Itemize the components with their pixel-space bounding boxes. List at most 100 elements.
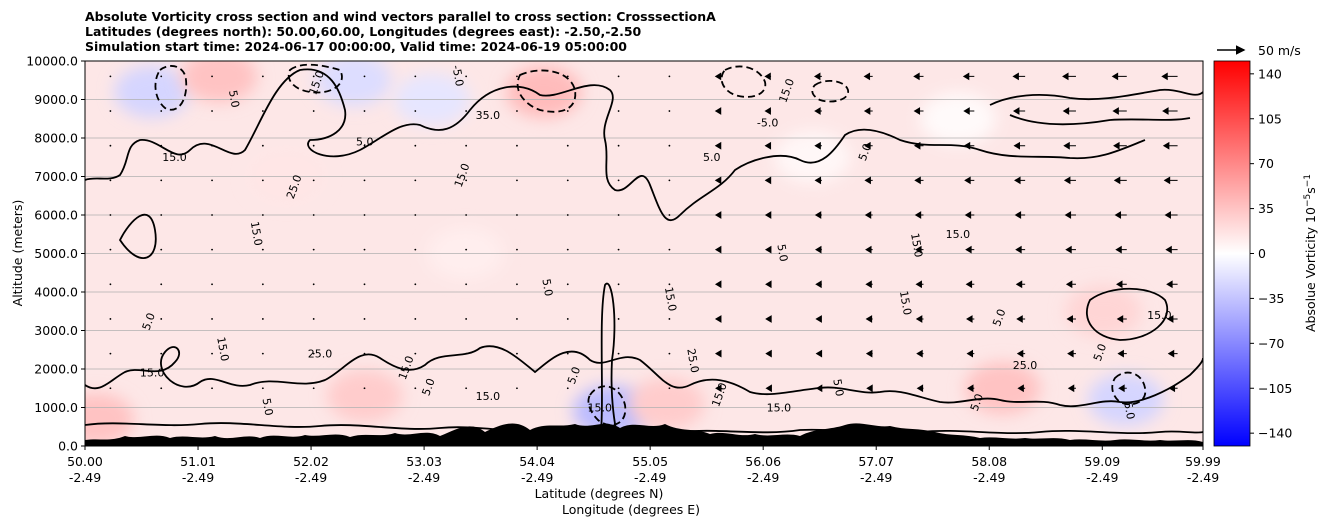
- wind-vector: [714, 72, 722, 81]
- vorticity-cell: [1065, 285, 1142, 338]
- wind-vector: [516, 179, 518, 182]
- wind-vector: [363, 214, 366, 216]
- chart-title-line-2: Latitudes (degrees north): 50.00,60.00, …: [85, 24, 642, 39]
- wind-vector: [815, 349, 823, 358]
- wind-vector: [715, 384, 722, 393]
- contour-label: 15.0: [476, 390, 501, 403]
- wind-vector: [1161, 72, 1178, 81]
- vorticity-cell: [315, 61, 392, 107]
- wind-vector: [363, 248, 366, 251]
- wind-vector: [160, 387, 163, 390]
- contour-label: 5.0: [1121, 401, 1137, 420]
- x-axis-label-line-2: Longitude (degrees E): [562, 502, 700, 517]
- wind-vector: [312, 179, 315, 182]
- wind-vector: [714, 141, 722, 150]
- wind-vector: [1012, 72, 1026, 81]
- y-tick-label: 10000.0: [26, 54, 78, 69]
- contour-label: 5.0: [703, 151, 721, 164]
- contour-label: 15.0: [162, 151, 187, 164]
- wind-vector: [714, 176, 722, 185]
- wind-vector: [211, 75, 213, 78]
- wind-vector: [617, 352, 620, 355]
- wind-vector: [363, 387, 366, 390]
- vorticity-cell: [326, 369, 403, 422]
- contour-label: -5.0: [757, 116, 778, 129]
- wind-vector: [764, 245, 772, 254]
- x-tick-label-lat: 57.07: [858, 454, 894, 469]
- wind-vector: [668, 144, 671, 147]
- wind-vector: [1067, 349, 1076, 358]
- wind-vector: [814, 107, 822, 115]
- x-tick-label-lat: 56.06: [745, 454, 781, 469]
- vorticity-cell: [774, 131, 851, 184]
- wind-vector: [363, 110, 366, 112]
- wind-vector: [1112, 107, 1127, 115]
- x-tick-label-lon: -2.49: [973, 470, 1005, 485]
- y-axis-label: Altitude (meters): [10, 200, 25, 307]
- contour-line: [599, 282, 621, 446]
- contour-label: 5.0: [830, 378, 846, 397]
- contour-line: [154, 65, 188, 111]
- wind-vector: [865, 315, 873, 323]
- wind-vector: [414, 387, 417, 390]
- wind-vector: [1113, 141, 1127, 150]
- contour-label: 15.0: [588, 401, 613, 414]
- x-tick-label-lat: 54.04: [519, 454, 555, 469]
- wind-vector: [1014, 176, 1026, 185]
- wind-vector: [1162, 107, 1178, 115]
- wind-vector: [813, 72, 822, 81]
- wind-vector: [815, 384, 823, 393]
- wind-vector: [261, 110, 264, 112]
- wind-vector: [1167, 349, 1178, 358]
- wind-vector: [312, 352, 315, 355]
- wind-vector: [109, 144, 112, 147]
- wind-vector: [913, 72, 924, 81]
- wind-vector: [160, 248, 163, 251]
- colorbar-label: Absolue Vorticity 10−5s−1: [1303, 174, 1318, 332]
- contour-label: 5.0: [260, 397, 276, 416]
- wind-vector: [714, 315, 722, 323]
- wind-vector: [965, 280, 975, 289]
- vorticity-cell: [85, 393, 135, 446]
- wind-vector: [465, 248, 468, 251]
- wind-vector: [465, 214, 468, 216]
- x-axis: 50.00-2.4951.01-2.4952.02-2.4953.03-2.49…: [67, 446, 1221, 485]
- contour-label: 25.0: [684, 347, 701, 373]
- contour-line: [1085, 287, 1168, 341]
- wind-vector: [1065, 280, 1076, 289]
- x-tick-label-lat: 51.01: [180, 454, 216, 469]
- wind-vector: [914, 176, 924, 185]
- y-tick-label: 9000.0: [34, 92, 78, 107]
- wind-vector: [211, 144, 213, 147]
- colorbar-tick-label: 0: [1258, 246, 1266, 261]
- wind-vector: [312, 75, 315, 78]
- wind-vector: [566, 248, 569, 251]
- wind-vector: [516, 387, 518, 390]
- wind-vector: [516, 318, 518, 320]
- wind-vector: [414, 75, 417, 78]
- x-tick-label-lon: -2.49: [860, 470, 892, 485]
- wind-vector: [414, 179, 417, 182]
- contour-label: 5.0: [565, 365, 583, 386]
- wind-vector: [1114, 211, 1127, 219]
- y-tick-label: 2000.0: [34, 362, 78, 377]
- wind-vector: [160, 214, 163, 216]
- wind-vector: [1012, 107, 1026, 115]
- wind-vector: [668, 110, 671, 112]
- x-tick-label-lat: 59.99: [1185, 454, 1221, 469]
- contour-line: [85, 345, 1203, 408]
- wind-vector: [312, 110, 315, 112]
- terrain-mask: [85, 423, 1203, 446]
- colorbar-tick-label: 70: [1258, 156, 1274, 171]
- wind-vector: [915, 280, 924, 289]
- contour-label: 15.0: [248, 220, 265, 246]
- wind-vector: [516, 75, 518, 78]
- x-tick-label-lon: -2.49: [182, 470, 214, 485]
- wind-vector: [516, 352, 518, 355]
- x-tick-label-lon: -2.49: [69, 470, 101, 485]
- contour-label: 5.0: [539, 278, 555, 297]
- wind-vector: [1115, 245, 1127, 254]
- colorbar-tick-label: 140: [1258, 66, 1282, 81]
- x-tick-label-lon: -2.49: [634, 470, 666, 485]
- wind-vector: [1111, 72, 1127, 81]
